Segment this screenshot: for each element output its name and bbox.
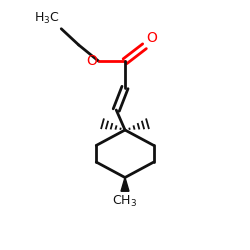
Polygon shape (121, 178, 129, 191)
Text: H$_3$C: H$_3$C (34, 11, 60, 26)
Text: CH$_3$: CH$_3$ (112, 194, 138, 209)
Text: O: O (86, 54, 97, 68)
Text: O: O (146, 32, 158, 46)
